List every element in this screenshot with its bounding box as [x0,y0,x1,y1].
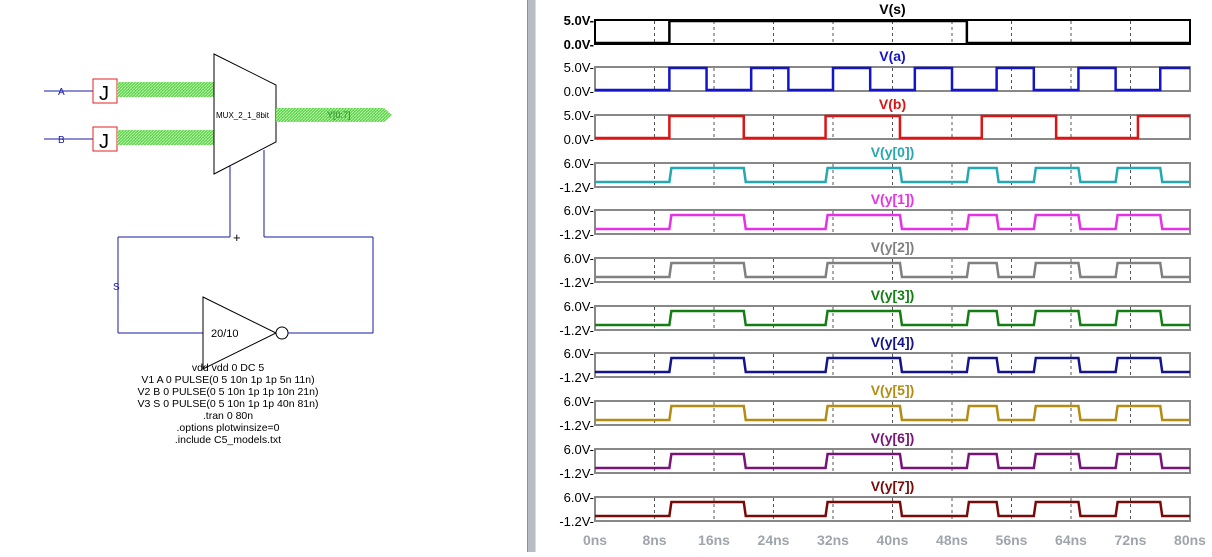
schematic-canvas[interactable]: A J B J MUX_2_1_8bit Y[0:7] + S 20/10 [0,0,527,552]
y-tick-label: 6.0V- [564,299,594,314]
port-b-label: B [58,135,65,146]
y-tick-label: -1.2V- [559,227,594,242]
trace-title: V(y[5]) [871,382,915,398]
x-tick-label: 24ns [758,532,790,548]
y-tick-label: 5.0V- [564,60,594,75]
trace-title: V(b) [879,96,906,112]
x-tick-label: 64ns [1055,532,1087,548]
x-tick-label: 72ns [1115,532,1147,548]
y-tick-label: 6.0V- [564,394,594,409]
y-tick-label: -1.2V- [559,275,594,290]
waveform-trace [595,114,1190,140]
waveform-trace [595,309,1190,327]
trace-title: V(y[4]) [871,334,915,350]
port-s-label: S [113,282,120,293]
netlist-line: V2 B 0 PULSE(0 5 10n 1p 1p 10n 21n) [138,386,319,398]
netlist-line: V3 S 0 PULSE(0 5 10n 1p 1p 40n 81n) [138,398,319,410]
mux-symbol[interactable] [213,53,277,175]
bus-a [117,82,215,97]
y-tick-label: -1.2V- [559,466,594,481]
y-tick-label: 0.0V- [564,37,594,52]
bus-b [117,130,215,145]
y-tick-label: -1.2V- [559,418,594,433]
y-tick-label: 6.0V- [564,156,594,171]
netlist-line: vdd vdd 0 DC 5 [192,362,265,374]
trace-title: V(a) [879,48,905,64]
y-tick-label: 6.0V- [564,203,594,218]
y-tick-label: 6.0V- [564,442,594,457]
waveform-trace [595,19,1190,45]
waveform-trace [595,404,1190,422]
y-tick-label: 0.0V- [564,132,594,147]
y-tick-label: 5.0V- [564,108,594,123]
y-tick-label: 5.0V- [564,13,594,28]
trace-title: V(y[6]) [871,430,915,446]
netlist: vdd vdd 0 DC 5 V1 A 0 PULSE(0 5 10n 1p 1… [138,362,319,446]
plus-mark: + [233,230,241,245]
jumper-b-glyph: J [99,131,109,153]
waveform-trace [595,500,1190,518]
y-tick-label: -1.2V- [559,514,594,529]
y-tick-label: 0.0V- [564,84,594,99]
netlist-line: .include C5_models.txt [175,434,281,446]
trace-title: V(y[2]) [871,239,915,255]
y-tick-label: -1.2V- [559,180,594,195]
waveform-pane[interactable]: V(s) 5.0V- 0.0V- V(a) 5.0V- 0.0V- V(b) 5.0V- 0.0… [536,0,1212,552]
port-a-label: A [58,87,65,98]
x-tick-label: 0ns [583,532,607,548]
x-tick-label: 32ns [817,532,849,548]
x-tick-label: 80ns [1174,532,1206,548]
trace-title: V(y[3]) [871,287,915,303]
inverter-label: 20/10 [211,328,239,340]
x-tick-label: 16ns [698,532,730,548]
waveform-canvas[interactable]: V(s) 5.0V- 0.0V- V(a) 5.0V- 0.0V- V(b) 5.0V- 0.0… [536,0,1212,552]
inverter-bubble [275,326,289,340]
waveform-trace [595,66,1190,92]
jumper-a-glyph: J [99,83,109,105]
trace-title: V(s) [879,1,905,17]
trace-title: V(y[0]) [871,144,915,160]
x-tick-label: 48ns [936,532,968,548]
waveform-trace [595,166,1190,184]
y-tick-label: 6.0V- [564,346,594,361]
x-tick-label: 40ns [877,532,909,548]
schematic-pane[interactable]: A J B J MUX_2_1_8bit Y[0:7] + S 20/10 [0,0,527,552]
waveform-trace [595,356,1190,374]
y-tick-label: 6.0V- [564,251,594,266]
waveform-trace [595,452,1190,470]
output-label: Y[0:7] [327,110,351,120]
x-tick-label: 56ns [996,532,1028,548]
x-tick-label: 8ns [642,532,666,548]
pane-splitter[interactable] [527,0,536,552]
waveform-trace [595,213,1190,231]
bus-y [276,108,392,122]
trace-title: V(y[1]) [871,191,915,207]
y-tick-label: 6.0V- [564,490,594,505]
netlist-line: V1 A 0 PULSE(0 5 10n 1p 1p 5n 11n) [141,374,314,386]
mux-label: MUX_2_1_8bit [216,111,270,120]
inverter-symbol[interactable] [202,296,278,370]
netlist-line: .options plotwinsize=0 [176,422,279,434]
y-tick-label: -1.2V- [559,370,594,385]
y-tick-label: -1.2V- [559,323,594,338]
trace-title: V(y[7]) [871,478,915,494]
waveform-trace [595,261,1190,279]
netlist-line: .tran 0 80n [203,410,253,422]
